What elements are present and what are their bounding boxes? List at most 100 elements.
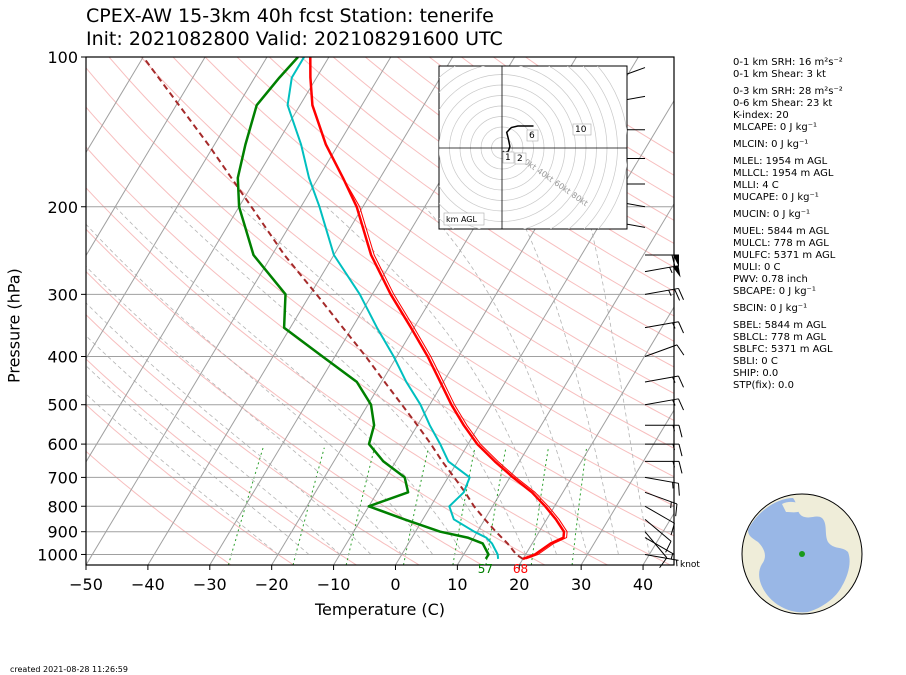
wind-barb-staff	[644, 518, 672, 542]
index-shear-01: 0-1 km Shear: 3 kt	[733, 69, 826, 80]
chart-title-line2: Init: 2021082800 Valid: 202108291600 UTC	[86, 28, 503, 50]
wind-barb	[644, 398, 684, 411]
wet-bulb-profile	[286, 57, 500, 559]
dry-adiabat	[86, 450, 232, 565]
wind-barb-flag	[673, 254, 679, 267]
x-tick-label: −50	[69, 575, 103, 594]
plot-frame	[85, 56, 675, 566]
x-tick-label: −10	[317, 575, 351, 594]
parcel-trace	[142, 57, 524, 560]
index-pwv: PWV: 0.78 inch	[733, 274, 808, 285]
isotherm	[86, 57, 392, 565]
chart-title-line1: CPEX-AW 15-3km 40h fcst Station: tenerif…	[86, 5, 494, 27]
dry-adiabat	[86, 67, 674, 507]
x-tick-label: −30	[193, 575, 227, 594]
index-sbcape: SBCAPE: 0 J kg⁻¹	[733, 286, 816, 297]
y-tick-label: 100	[47, 48, 78, 67]
mixing-ratio-line	[403, 447, 429, 565]
y-tick-label: 200	[47, 198, 78, 217]
x-tick-label: 20	[509, 575, 529, 594]
dry-adiabat	[268, 57, 674, 342]
dry-adiabat	[108, 57, 674, 478]
indices-panel: 0-1 km SRH: 16 m²s⁻² 0-1 km Shear: 3 kt …	[733, 57, 843, 392]
wind-barb-full	[678, 321, 684, 334]
y-tick-label: 400	[47, 348, 78, 367]
hodograph-km-label: km AGL	[446, 215, 478, 224]
isotherm	[86, 57, 144, 154]
y-axis-label: Pressure (hPa)	[4, 268, 24, 383]
moist-adiabat	[86, 265, 403, 555]
dry-adiabat	[140, 57, 674, 449]
mixing-ratio-line	[485, 447, 507, 565]
wind-barb	[644, 537, 675, 560]
wind-barb	[644, 375, 684, 388]
hodograph-height-label: 6	[529, 131, 535, 141]
moist-adiabat	[115, 206, 465, 555]
hodograph-height-box	[526, 129, 539, 142]
mixing-ratio-line	[530, 447, 549, 565]
dry-adiabat	[86, 270, 483, 565]
wind-barb-half	[672, 399, 676, 406]
wind-barb-staff	[644, 505, 675, 524]
dry-adiabat	[86, 358, 357, 565]
index-srh-03: 0-3 km SRH: 28 m²s⁻²	[733, 86, 843, 97]
moist-adiabat	[585, 206, 650, 555]
index-stp: STP(fix): 0.0	[733, 380, 794, 391]
wind-barb	[644, 344, 685, 357]
mixing-ratio-line	[345, 447, 375, 565]
wind-barb	[644, 476, 680, 496]
isotherm	[580, 409, 674, 565]
plot-area	[86, 57, 674, 565]
x-axis-label: Temperature (C)	[314, 600, 446, 619]
wind-barb-full	[675, 503, 678, 517]
index-muli: MULI: 0 C	[733, 262, 781, 273]
y-tick-label: 500	[47, 396, 78, 415]
wind-barb-staff	[644, 531, 668, 559]
index-mulcl: MULCL: 778 m AGL	[733, 238, 829, 249]
index-muel: MUEL: 5844 m AGL	[733, 226, 829, 237]
wind-barb	[645, 443, 683, 457]
dry-adiabat	[86, 228, 546, 565]
x-tick-label: −20	[255, 575, 289, 594]
wind-barb	[644, 505, 675, 536]
x-tick-label: 30	[571, 575, 591, 594]
wind-barb-half	[670, 553, 674, 560]
dry-adiabat	[86, 146, 671, 565]
wind-barb	[644, 531, 668, 569]
wind-barb-half	[672, 322, 676, 329]
index-k: K-index: 20	[733, 110, 789, 121]
wind-barb-full	[659, 557, 668, 569]
station-marker	[799, 551, 805, 557]
wind-barb-full	[671, 254, 676, 268]
dry-adiabat	[204, 57, 674, 394]
moist-adiabat	[86, 223, 434, 555]
hodograph-km-box	[443, 212, 485, 226]
wind-barb-full	[674, 288, 681, 301]
wind-barb-half	[672, 443, 675, 451]
index-srh-01: 0-1 km SRH: 16 m²s⁻²	[733, 57, 843, 68]
dry-adiabat	[86, 403, 294, 565]
dry-adiabat	[300, 57, 674, 317]
moist-adiabat	[86, 393, 279, 555]
moist-adiabat	[86, 302, 372, 555]
y-tick-label: 900	[47, 523, 78, 542]
wind-barb	[645, 254, 679, 268]
wind-barb	[644, 321, 684, 334]
hodograph-height-label: 2	[517, 154, 523, 164]
x-tick-label: 40	[633, 575, 653, 594]
wind-barb	[644, 265, 681, 278]
y-tick-label: 300	[47, 285, 78, 304]
mixing-ratio-line	[452, 447, 476, 565]
virtual-temperature-profile	[309, 57, 568, 560]
index-mlcape: MLCAPE: 0 J kg⁻¹	[733, 122, 818, 133]
wind-barb-staff	[644, 553, 679, 561]
hodograph-frame	[438, 65, 628, 230]
hodograph-height-box	[572, 123, 592, 136]
mixing-ratio-line	[292, 447, 325, 565]
hodograph-height-box	[514, 152, 527, 165]
dry-adiabat	[86, 187, 608, 565]
hodograph-height-label: 1	[505, 153, 511, 163]
wind-barb-full	[665, 540, 672, 553]
